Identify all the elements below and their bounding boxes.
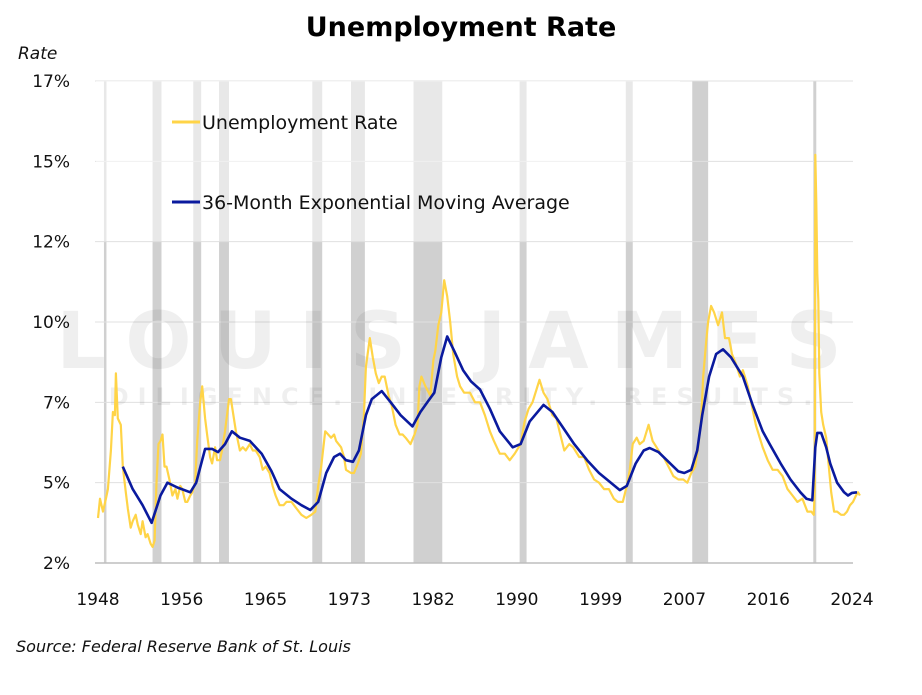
legend: Unemployment Rate 36-Month Exponential M… <box>172 112 570 214</box>
x-tick-label: 1973 <box>328 590 371 610</box>
x-tick-label: 1982 <box>412 590 455 610</box>
x-tick-label: 1965 <box>244 590 287 610</box>
ema-line <box>121 335 858 525</box>
legend-background <box>96 81 680 241</box>
x-tick-label: 1956 <box>160 590 203 610</box>
axis-ticks: 2% 5% 7% 10% 12% 15% 17% 1948 1956 1965 1973 1982 19… <box>32 72 873 610</box>
x-tick-label: 1948 <box>76 590 119 610</box>
x-tick-label: 2007 <box>663 590 706 610</box>
chart-title: Unemployment Rate <box>305 12 617 43</box>
watermark-tagline: DILIGENCE. INTEGRITY. RESULTS. <box>109 383 822 411</box>
x-tick-label: 1999 <box>579 590 622 610</box>
y-axis-label: Rate <box>18 44 58 64</box>
source-note: Source: Federal Reserve Bank of St. Loui… <box>16 637 351 656</box>
x-tick-label: 2024 <box>830 590 873 610</box>
x-tick-label: 1990 <box>495 590 538 610</box>
y-tick-label: 17% <box>32 72 70 92</box>
x-tick-label: 2016 <box>747 590 790 610</box>
y-tick-label: 12% <box>32 233 70 253</box>
y-tick-label: 10% <box>32 313 70 333</box>
y-tick-label: 2% <box>43 554 70 574</box>
unemployment-rate-line <box>96 153 861 548</box>
y-tick-label: 7% <box>43 393 70 413</box>
y-tick-label: 5% <box>43 474 70 494</box>
legend-label-ema: 36-Month Exponential Moving Average <box>202 192 570 214</box>
watermark-logo: LOUIS JAMES DILIGENCE. INTEGRITY. RESULT… <box>56 297 863 411</box>
legend-label-unemployment: Unemployment Rate <box>202 112 398 134</box>
watermark-main: LOUIS JAMES <box>56 297 863 387</box>
y-tick-label: 15% <box>32 152 70 172</box>
series-lines <box>96 153 861 548</box>
